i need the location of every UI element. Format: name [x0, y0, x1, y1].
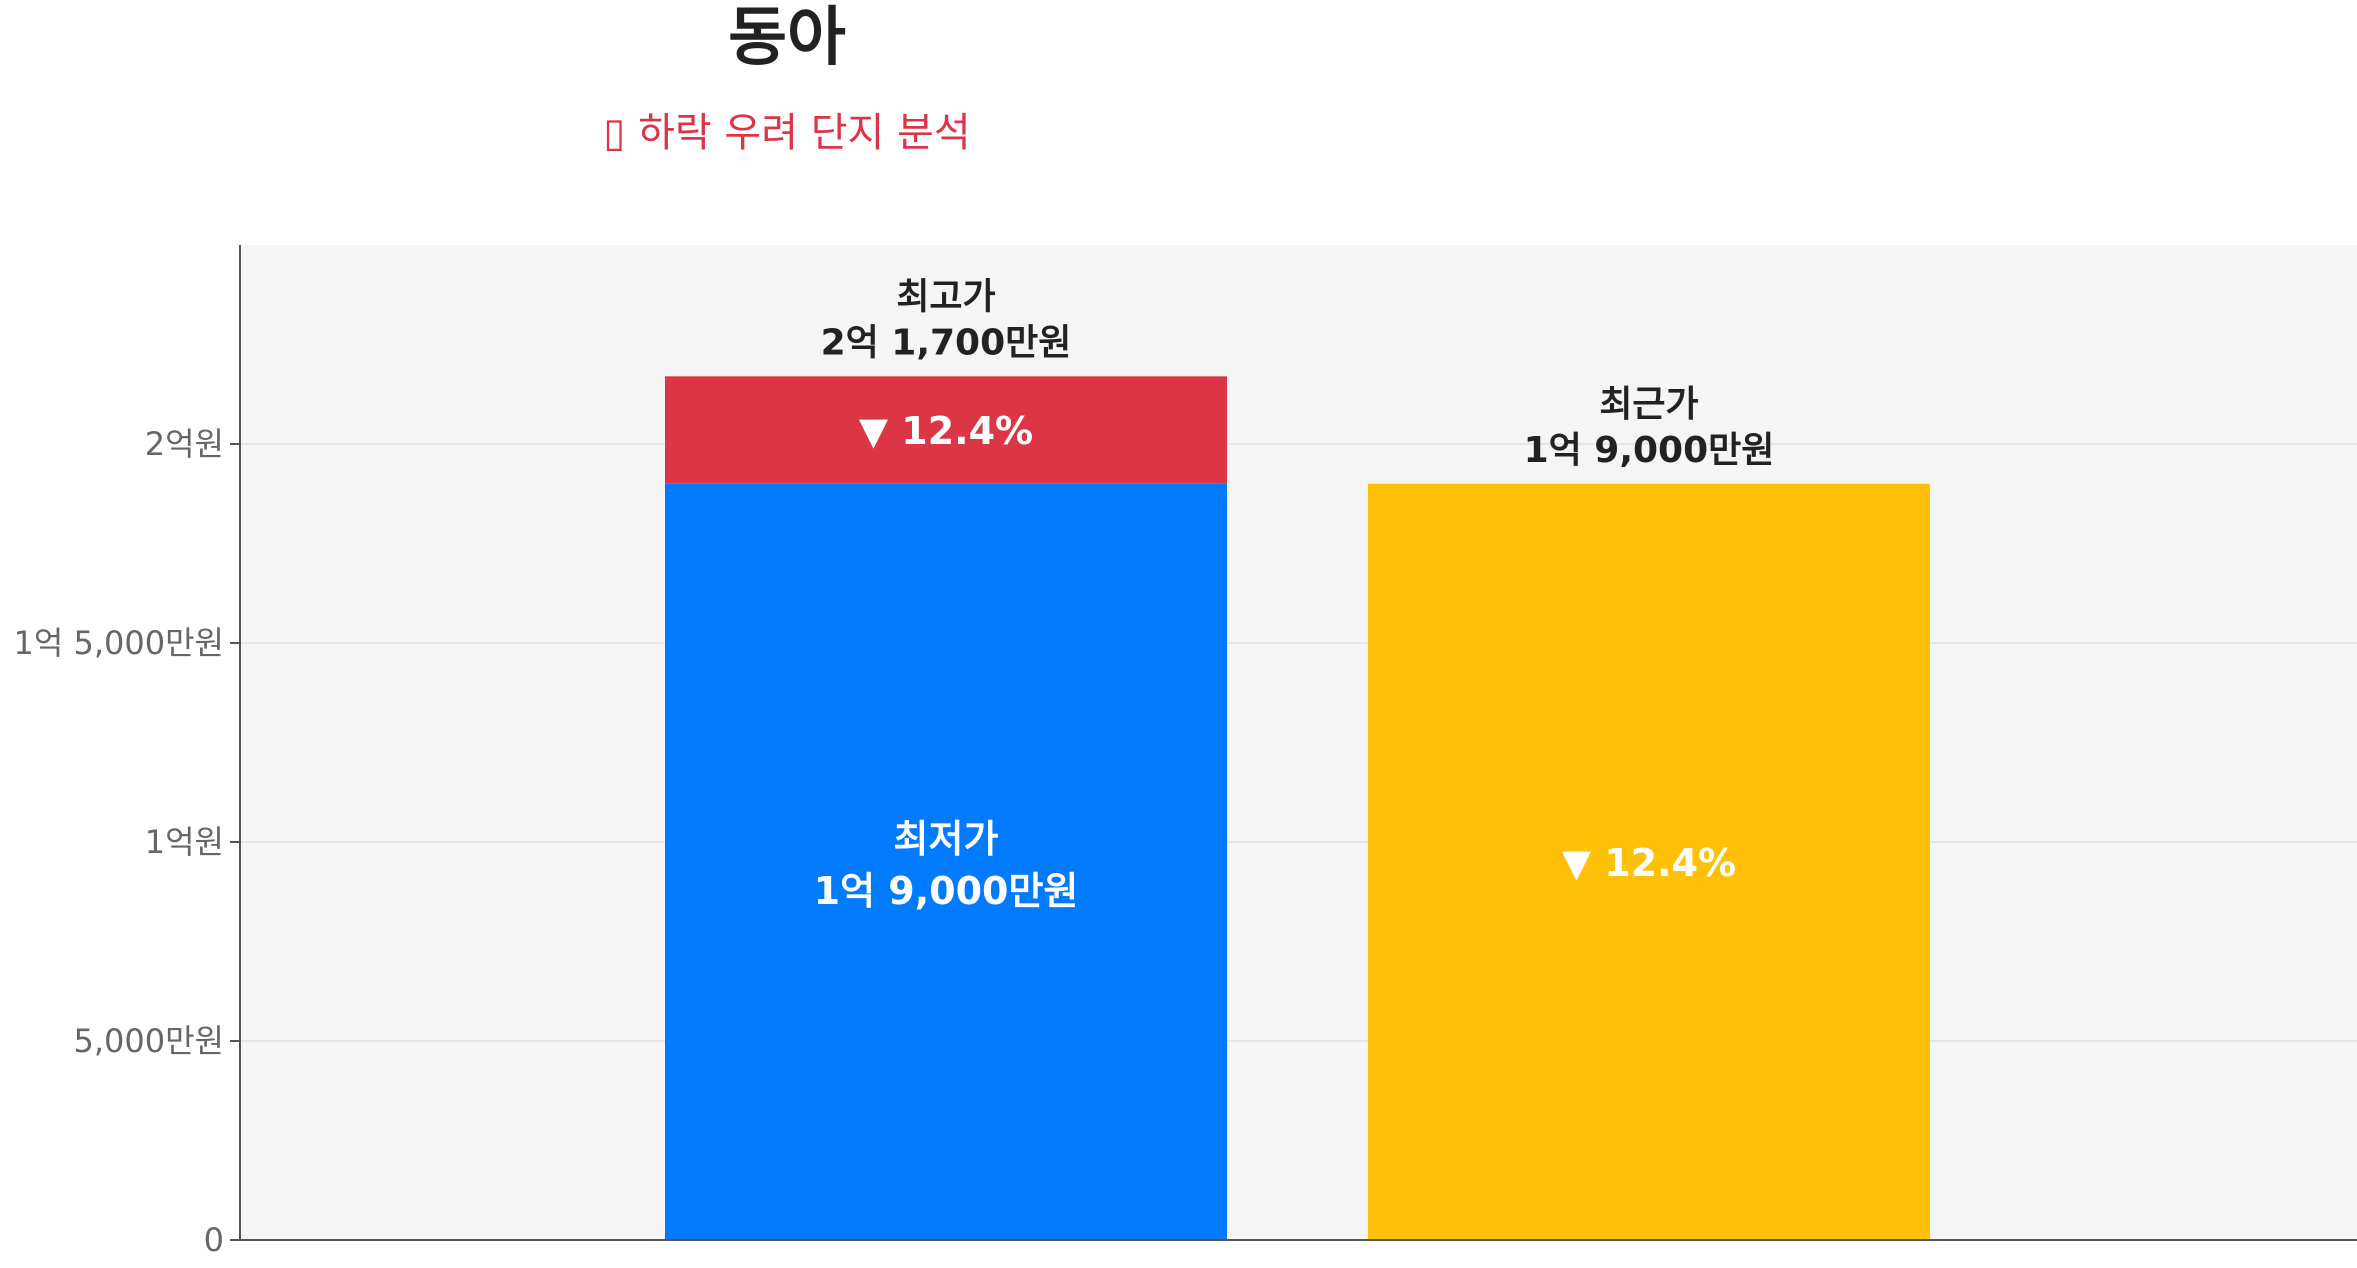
bar-segment-low: [665, 483, 1227, 1240]
bar-segment-value-label: 1억 9,000만원: [814, 869, 1079, 913]
bar-top-value-label: 1억 9,000만원: [1524, 430, 1775, 471]
y-tick-label: 5,000만원: [74, 1022, 225, 1060]
plot-area: [240, 245, 2357, 1240]
y-tick-label: 0: [204, 1221, 224, 1259]
chart-title: 동아: [728, 1, 846, 75]
y-tick-label: 1억 5,000만원: [14, 624, 224, 662]
bar-change-label: ▼ 12.4%: [1562, 841, 1736, 885]
bar-top-value-label: 2억 1,700만원: [821, 322, 1072, 363]
bar-top-label: 최근가: [1599, 384, 1698, 425]
y-tick-label: 1억원: [145, 823, 224, 861]
y-tick-label: 2억원: [145, 425, 224, 463]
chart-subtitle: ▯ 하락 우려 단지 분석: [603, 110, 971, 156]
bar-segment-label: 최저가: [894, 817, 999, 861]
bar-top-label: 최고가: [896, 276, 995, 317]
bar-segment-gap: [665, 376, 1227, 484]
bar-segment-recent: [1368, 483, 1930, 1240]
bar-change-label: ▼ 12.4%: [859, 409, 1033, 453]
